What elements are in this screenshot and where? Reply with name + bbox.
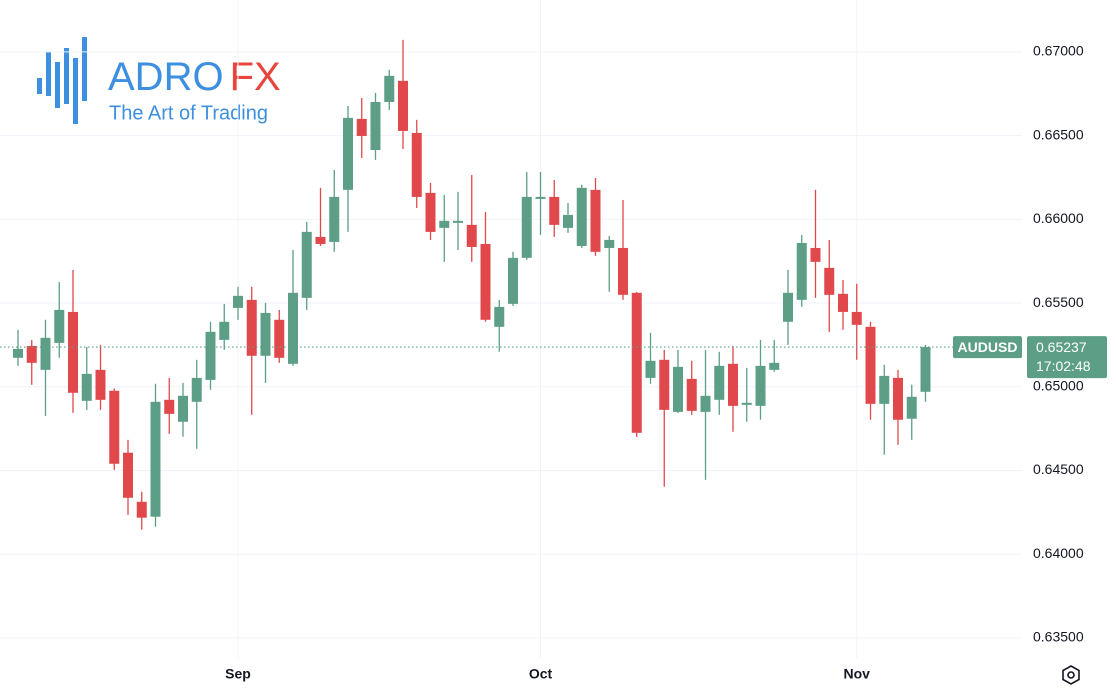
candle-body: [824, 267, 835, 295]
candle-body: [851, 311, 862, 325]
candle-body: [411, 132, 422, 197]
candle-body: [178, 395, 188, 422]
y-tick-label: 0.64500: [1033, 461, 1084, 477]
candle-body: [618, 247, 628, 295]
candle-body: [425, 192, 436, 232]
candle-body: [95, 369, 106, 400]
candle-body: [191, 377, 202, 402]
candle-body: [453, 220, 463, 223]
candle-body: [645, 360, 656, 378]
candle-body: [288, 292, 298, 364]
candle-body: [893, 377, 903, 420]
candle-body: [68, 311, 78, 393]
candles: [13, 39, 931, 530]
candle-body: [631, 292, 642, 433]
symbol-badge: [953, 336, 1022, 359]
candle-body: [508, 257, 518, 304]
y-tick-label: 0.65000: [1033, 377, 1084, 393]
x-tick-label: Sep: [225, 666, 251, 682]
candle-body: [865, 326, 876, 404]
candle-body: [686, 378, 697, 411]
candle-body: [205, 331, 216, 380]
x-tick-label: Oct: [529, 666, 553, 682]
candle-body: [370, 101, 381, 151]
y-tick-label: 0.67000: [1033, 43, 1084, 59]
candle-body: [728, 363, 738, 406]
settings-icon[interactable]: [1062, 665, 1080, 685]
y-tick-label: 0.64000: [1033, 545, 1084, 561]
candle-body: [109, 390, 120, 464]
candle-body: [439, 220, 450, 228]
candle-body: [879, 375, 890, 404]
candle-body: [590, 189, 601, 252]
candle-body: [741, 402, 752, 405]
candle-body: [398, 80, 408, 131]
candle-body: [343, 117, 353, 190]
candle-body: [521, 196, 532, 258]
candle-body: [769, 362, 780, 370]
last-price-label: 0.65237: [1036, 339, 1087, 355]
candle-body: [219, 321, 230, 340]
candle-body: [384, 75, 395, 102]
price-badge: [1027, 336, 1107, 379]
candle-body: [150, 401, 161, 517]
candle-body: [783, 292, 793, 322]
candle-body: [838, 293, 848, 312]
candle-body: [700, 395, 711, 412]
candle-body: [164, 399, 175, 414]
candle-body: [356, 118, 367, 136]
candle-body: [246, 299, 257, 356]
y-tick-label: 0.63500: [1033, 629, 1084, 645]
logo-bar: [37, 78, 42, 94]
candle-body: [810, 247, 821, 262]
logo-name: ADRO FX: [108, 55, 281, 99]
candle-body: [906, 396, 917, 419]
y-tick-label: 0.66500: [1033, 126, 1084, 142]
candle-body: [714, 365, 725, 400]
candle-body: [260, 312, 271, 356]
candle-body: [563, 214, 573, 228]
candle-body: [329, 196, 340, 242]
candle-body: [315, 236, 326, 244]
candle-body: [81, 373, 92, 401]
candle-body: [494, 306, 505, 327]
logo-bar: [82, 37, 87, 101]
axes: 0.63500 0.64000 0.64500 0.65000 0.65500 0.660…: [0, 43, 1107, 682]
candle-body: [920, 347, 931, 392]
candle-body: [466, 224, 477, 247]
logo-name-part: FX: [230, 55, 281, 99]
candle-body: [123, 452, 133, 498]
candle-body: [274, 319, 285, 358]
candle-body: [13, 348, 23, 358]
candle-body: [40, 337, 51, 370]
y-tick-label: 0.66000: [1033, 210, 1084, 226]
candle-body: [659, 359, 670, 410]
candle-body: [136, 501, 147, 518]
logo: ADRO FX The Art of Trading: [37, 37, 281, 124]
candle-body: [796, 242, 807, 300]
logo-bar: [64, 48, 69, 104]
candle-body: [301, 231, 312, 298]
candle-body: [54, 309, 65, 343]
candle-body: [535, 196, 546, 199]
candle-body: [480, 243, 491, 320]
candle-body: [755, 365, 766, 406]
candle-body: [576, 187, 587, 246]
candle-body: [549, 196, 560, 225]
logo-bar: [46, 52, 51, 96]
candle-body: [233, 295, 243, 308]
logo-bar: [73, 58, 78, 124]
candle-body: [604, 239, 615, 248]
logo-tagline: The Art of Trading: [109, 102, 268, 124]
symbol-label: AUDUSD: [958, 339, 1018, 355]
candle-body: [673, 366, 683, 412]
countdown-label: 17:02:48: [1036, 358, 1091, 374]
logo-bar: [55, 62, 60, 108]
candle-body: [26, 345, 37, 363]
x-tick-label: Nov: [844, 666, 871, 682]
y-tick-label: 0.65500: [1033, 294, 1084, 310]
logo-name-part: ADRO: [108, 55, 224, 99]
